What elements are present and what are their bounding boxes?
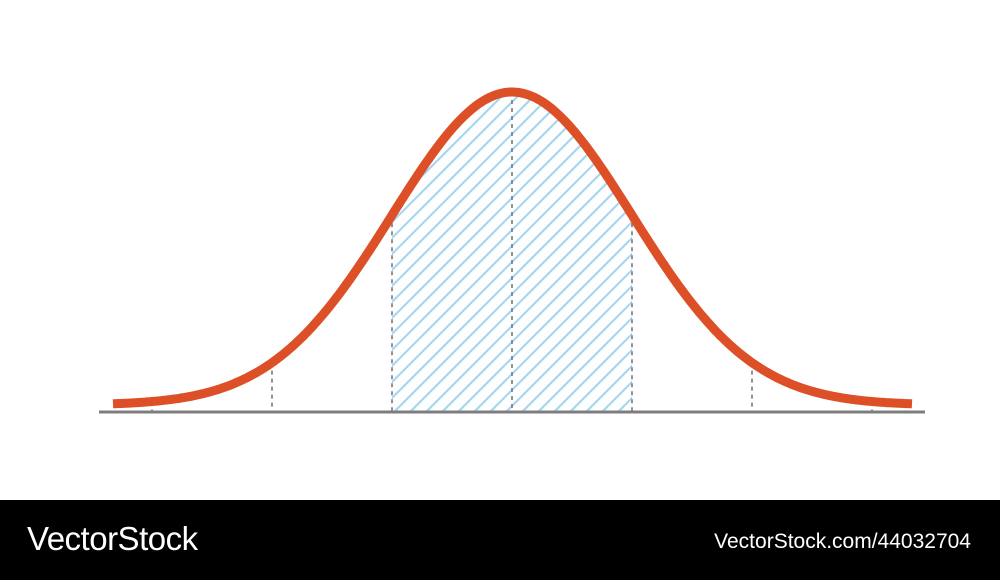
hatch-line <box>392 92 559 412</box>
footer-bar: VectorStock VectorStock.com/44032704 <box>0 500 1000 580</box>
hatch-line <box>42 72 382 412</box>
hatch-line <box>392 92 543 412</box>
hatch-line <box>392 92 632 412</box>
hatch-line <box>392 92 527 412</box>
hatch-line <box>392 92 632 412</box>
hatch-line <box>392 92 623 412</box>
hatch-line <box>392 92 632 412</box>
hatch-line <box>392 92 591 412</box>
shaded-area-plus-minus-one-sigma <box>42 72 990 412</box>
hatch-line <box>617 92 632 412</box>
hatch-line <box>569 92 632 412</box>
hatch-line <box>392 92 575 412</box>
hatch-line <box>392 92 607 412</box>
hatch-line <box>392 92 463 412</box>
hatch-line <box>392 92 479 412</box>
bell-curve-diagram <box>42 72 990 414</box>
hatch-line <box>505 92 632 412</box>
hatch-line <box>537 92 632 412</box>
hatch-line <box>489 92 632 412</box>
hatch-line <box>425 92 632 412</box>
standard-deviation-guide-lines <box>151 92 873 412</box>
hatch-line <box>392 92 415 412</box>
hatch-line <box>392 92 399 412</box>
hatch-line <box>634 72 974 412</box>
hatch-line <box>392 92 632 412</box>
hatch-line <box>409 92 632 412</box>
hatch-line <box>457 92 632 412</box>
hatch-line <box>392 92 632 412</box>
bell-curve <box>110 87 915 409</box>
hatch-line <box>553 92 632 412</box>
normal-distribution-chart <box>42 72 990 414</box>
hatch-line <box>441 92 632 412</box>
hatch-line <box>393 92 632 412</box>
brand-logo: VectorStock <box>27 520 198 557</box>
hatch-line <box>521 92 632 412</box>
hatch-line <box>392 92 632 412</box>
hatch-line <box>650 72 990 412</box>
image-id-text: VectorStock.com/44032704 <box>714 530 971 553</box>
hatch-line <box>473 92 632 412</box>
hatch-line <box>392 92 495 412</box>
